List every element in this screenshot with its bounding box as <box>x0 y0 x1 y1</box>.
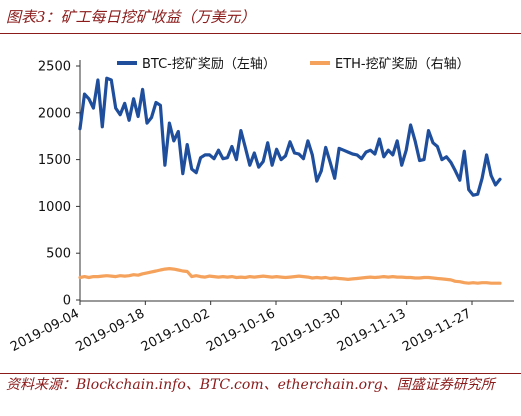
y-tick-label: 2500 <box>38 60 71 75</box>
x-tick-label: 2019-10-02 <box>139 306 213 355</box>
line-chart: 0 500 1000 1500 2000 2500 2019-09-042019-09-18… <box>8 57 514 355</box>
y-tick-label: 1500 <box>38 153 71 168</box>
source-note: 资料来源：Blockchain.info、BTC.com、etherchain.… <box>6 377 495 393</box>
legend-label-0: BTC-挖矿奖励（左轴） <box>142 57 276 72</box>
x-tick-label: 2019-10-30 <box>269 306 343 355</box>
series-line-1 <box>78 267 502 285</box>
x-tick-label: 2019-11-13 <box>335 306 409 355</box>
figure-title: 图表3：矿工每日挖矿收益（万美元） <box>6 8 256 26</box>
y-tick-label: 0 <box>63 294 71 309</box>
y-tick-label: 1000 <box>38 200 71 215</box>
chart-series <box>78 76 502 285</box>
x-tick-label: 2019-09-18 <box>73 306 147 355</box>
series-line-0 <box>78 76 502 197</box>
x-tick-label: 2019-11-27 <box>400 306 474 355</box>
chart-legend: BTC-挖矿奖励（左轴） ETH-挖矿奖励（右轴） <box>117 57 470 72</box>
y-tick-label: 2000 <box>38 106 71 121</box>
source-rule <box>0 373 521 374</box>
title-rule <box>0 33 521 34</box>
y-tick-label: 500 <box>46 247 71 262</box>
legend-label-1: ETH-挖矿奖励（右轴） <box>335 57 470 72</box>
x-tick-label: 2019-10-16 <box>204 306 278 355</box>
x-tick-label: 2019-09-04 <box>8 306 82 355</box>
